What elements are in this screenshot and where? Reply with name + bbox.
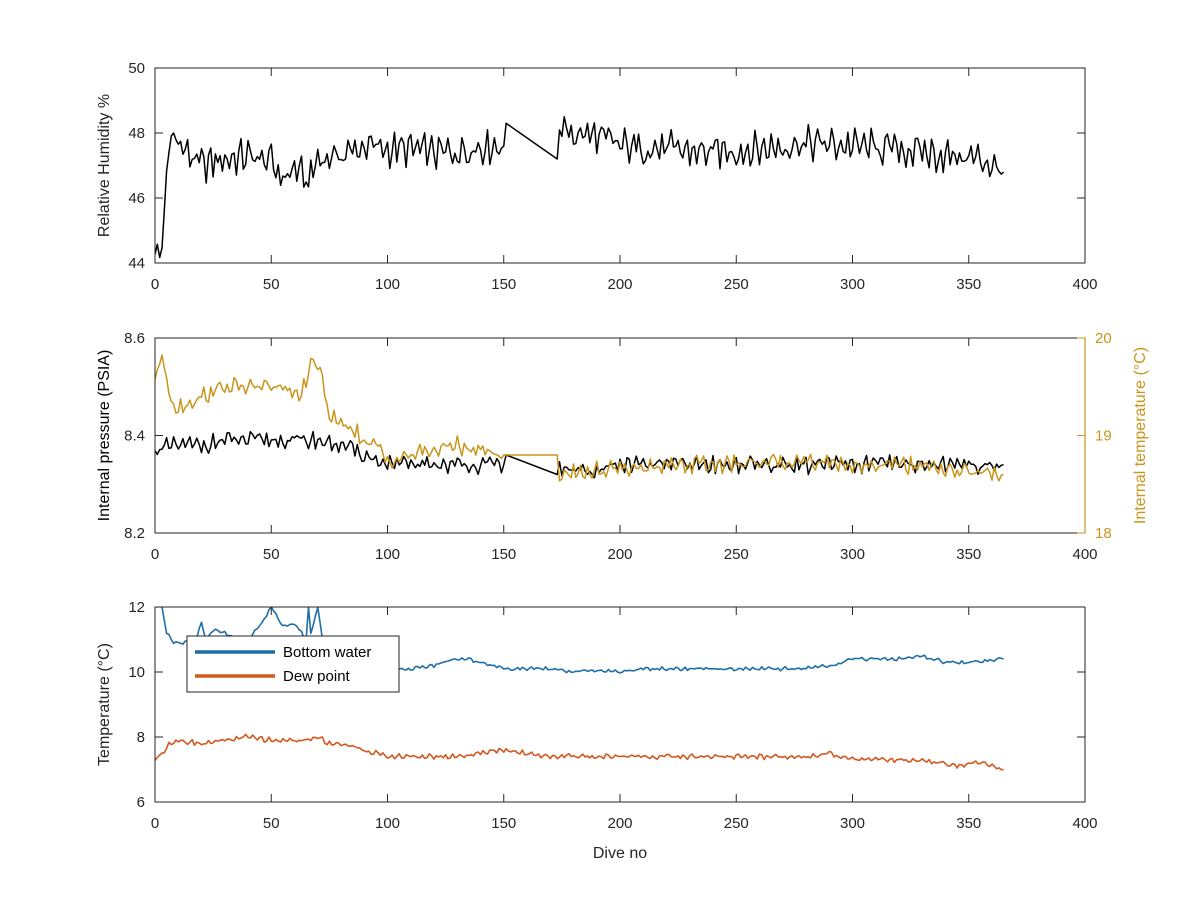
x-tick-label-2-0: 0 — [151, 815, 159, 832]
x-tick-label-0-4: 200 — [607, 276, 632, 293]
series-line-2-0 — [155, 607, 1004, 674]
y-tick-label-0-2: 48 — [128, 125, 145, 142]
x-tick-label-0-7: 350 — [956, 276, 981, 293]
series-line-0-0 — [155, 116, 1005, 259]
axes-box-1 — [154, 337, 1086, 534]
x-tick-label-0-5: 250 — [724, 276, 749, 293]
legend-label-0: Bottom water — [283, 644, 371, 661]
series-line-1-1 — [155, 354, 1004, 482]
y-axis-label-2: Temperature (°C) — [96, 643, 113, 766]
x-tick-label-1-1: 50 — [263, 546, 280, 563]
y-right-tick-label-1-0: 18 — [1095, 525, 1112, 542]
x-tick-label-0-1: 50 — [263, 276, 280, 293]
y-tick-label-0-1: 46 — [128, 190, 145, 207]
x-tick-label-0-3: 150 — [491, 276, 516, 293]
y-right-tick-label-1-1: 19 — [1095, 428, 1112, 445]
x-tick-label-2-7: 350 — [956, 815, 981, 832]
x-tick-label-2-8: 400 — [1072, 815, 1097, 832]
y-tick-label-0-0: 44 — [128, 255, 145, 272]
x-tick-label-2-1: 50 — [263, 815, 280, 832]
y-tick-label-1-1: 8.4 — [124, 428, 145, 445]
x-tick-label-1-5: 250 — [724, 546, 749, 563]
y-tick-label-2-1: 8 — [137, 729, 145, 746]
y-tick-label-2-3: 12 — [128, 599, 145, 616]
x-axis-label-2: Dive no — [593, 845, 647, 862]
y-axis-label-0: Relative Humidity % — [96, 94, 113, 237]
x-tick-label-0-2: 100 — [375, 276, 400, 293]
x-tick-label-2-3: 150 — [491, 815, 516, 832]
y-tick-label-2-0: 6 — [137, 794, 145, 811]
y-tick-label-1-0: 8.2 — [124, 525, 145, 542]
y-axis-label-1: Internal pressure (PSIA) — [96, 350, 113, 522]
x-tick-label-0-8: 400 — [1072, 276, 1097, 293]
x-tick-label-1-0: 0 — [151, 546, 159, 563]
legend-box — [186, 635, 400, 693]
y-tick-label-0-3: 50 — [128, 60, 145, 77]
x-tick-label-2-6: 300 — [840, 815, 865, 832]
x-tick-label-1-3: 150 — [491, 546, 516, 563]
x-tick-label-1-2: 100 — [375, 546, 400, 563]
x-tick-label-2-4: 200 — [607, 815, 632, 832]
x-tick-label-1-8: 400 — [1072, 546, 1097, 563]
x-tick-label-0-0: 0 — [151, 276, 159, 293]
x-tick-label-2-5: 250 — [724, 815, 749, 832]
x-tick-label-1-7: 350 — [956, 546, 981, 563]
series-line-2-1 — [155, 733, 1004, 771]
x-tick-label-0-6: 300 — [840, 276, 865, 293]
x-tick-label-1-6: 300 — [840, 546, 865, 563]
y-tick-label-2-2: 10 — [128, 664, 145, 681]
x-tick-label-2-2: 100 — [375, 815, 400, 832]
legend-label-1: Dew point — [283, 668, 351, 685]
y-right-axis-label-1: Internal temperature (°C) — [1132, 347, 1149, 524]
y-right-tick-label-1-2: 20 — [1095, 330, 1112, 347]
y-tick-label-1-2: 8.6 — [124, 330, 145, 347]
x-tick-label-1-4: 200 — [607, 546, 632, 563]
series-line-1-0 — [155, 430, 1004, 479]
